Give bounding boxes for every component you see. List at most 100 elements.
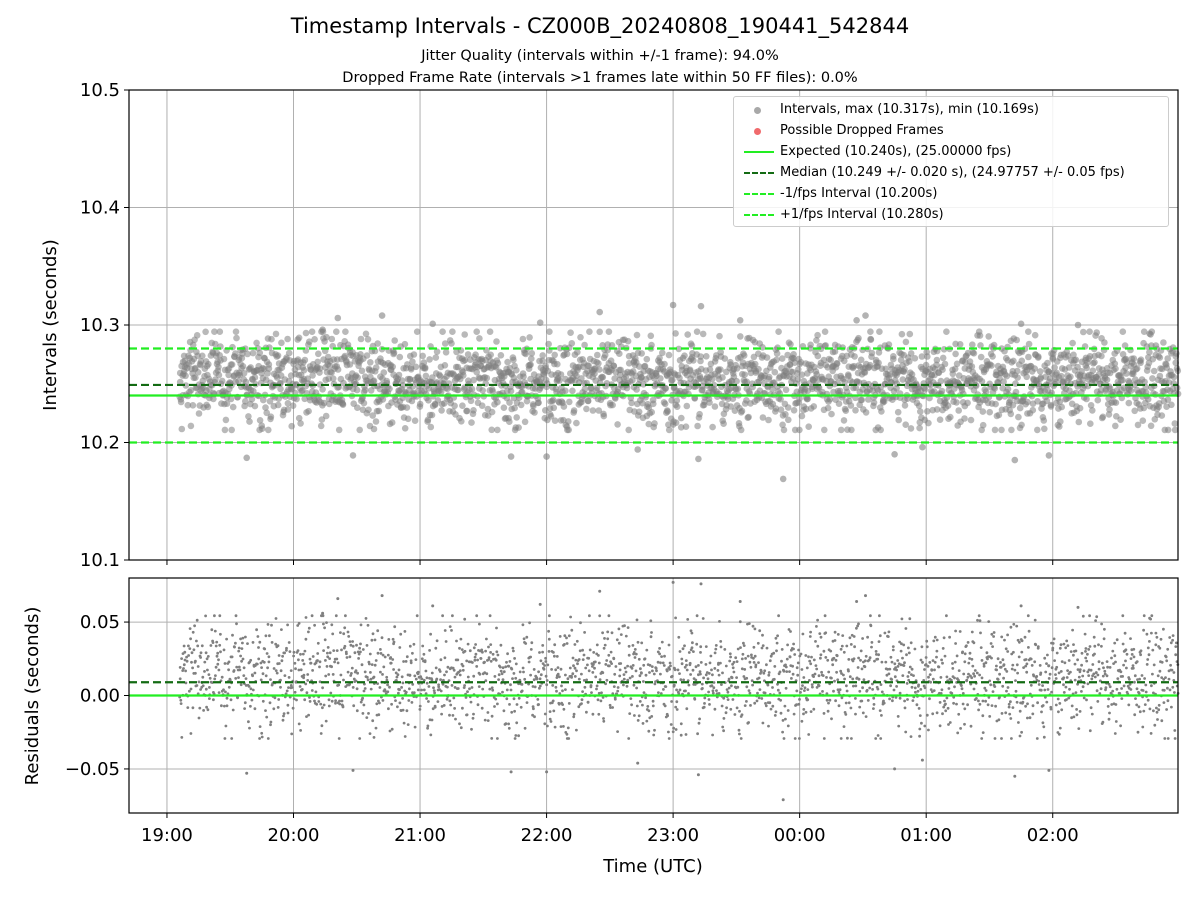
residual-point <box>441 614 444 618</box>
residual-point <box>637 714 641 718</box>
residual-point <box>450 629 453 632</box>
residual-point <box>438 670 442 673</box>
residual-point <box>746 654 750 658</box>
residual-point <box>180 657 184 660</box>
residual-point <box>901 656 904 660</box>
interval-point <box>274 401 282 409</box>
residual-point <box>592 663 595 666</box>
residual-point <box>392 668 395 671</box>
residual-point <box>292 697 296 701</box>
residual-point <box>742 675 746 678</box>
residual-point <box>396 705 399 709</box>
residual-point <box>598 614 602 618</box>
interval-point <box>220 355 228 363</box>
residual-point <box>827 701 830 705</box>
residual-point <box>825 698 829 702</box>
residual-point <box>306 673 310 676</box>
residual-point <box>697 664 700 667</box>
residual-point <box>907 678 911 682</box>
interval-point <box>709 375 716 383</box>
interval-point <box>790 351 797 358</box>
residual-point <box>288 650 292 653</box>
residual-point <box>626 626 630 629</box>
residual-point <box>391 658 395 661</box>
residual-point <box>967 661 971 665</box>
residual-point <box>978 702 982 706</box>
residual-point <box>1093 644 1097 648</box>
residual-point <box>651 704 655 708</box>
residual-point <box>601 696 605 699</box>
residual-point <box>928 661 932 664</box>
residual-point <box>399 632 403 636</box>
residual-point <box>966 703 969 707</box>
residual-point <box>293 661 297 665</box>
residual-point <box>841 634 845 637</box>
residual-point <box>338 702 342 706</box>
residual-point <box>199 656 203 659</box>
residual-point <box>660 655 663 658</box>
interval-point <box>1083 364 1090 372</box>
residual-point <box>232 669 236 672</box>
residual-point <box>493 705 496 708</box>
residual-point <box>968 651 972 655</box>
residual-point <box>1008 712 1012 716</box>
residual-point <box>801 632 805 636</box>
residual-point <box>1088 729 1092 733</box>
residual-point <box>741 652 745 656</box>
interval-point <box>549 396 557 404</box>
residual-point <box>991 645 994 648</box>
interval-point <box>828 410 835 418</box>
residual-point <box>612 657 616 661</box>
interval-point <box>216 328 224 336</box>
residual-point <box>834 658 838 662</box>
residual-point <box>443 656 447 660</box>
residual-point <box>1024 704 1027 708</box>
residual-point <box>925 645 929 649</box>
interval-point <box>763 354 771 361</box>
interval-point <box>741 371 748 379</box>
residual-point <box>727 686 731 690</box>
residual-point <box>919 688 923 691</box>
residual-point <box>1047 664 1051 668</box>
interval-point <box>706 366 714 373</box>
residual-point <box>533 715 536 719</box>
residual-point <box>403 735 407 738</box>
residual-point <box>664 685 668 688</box>
residual-point <box>659 672 662 676</box>
residual-point <box>205 657 209 661</box>
interval-point <box>284 406 292 413</box>
residual-point <box>490 714 494 718</box>
residual-point <box>586 663 589 667</box>
interval-point <box>681 352 688 360</box>
residual-point <box>702 705 706 709</box>
residual-point <box>408 674 412 677</box>
residual-point <box>717 673 721 677</box>
residual-point <box>190 660 193 664</box>
residual-point <box>501 678 505 682</box>
residual-point <box>732 670 736 674</box>
residual-point <box>397 691 400 695</box>
residual-point <box>390 727 394 731</box>
interval-point <box>205 360 212 368</box>
residual-point <box>611 692 615 696</box>
interval-point <box>790 407 798 414</box>
residual-point <box>239 637 243 641</box>
residual-point <box>802 708 806 711</box>
interval-point <box>743 378 750 386</box>
residual-point <box>868 686 872 690</box>
residual-point <box>711 733 714 737</box>
interval-point <box>333 328 340 336</box>
residual-point <box>414 677 418 681</box>
interval-point <box>902 338 910 346</box>
interval-point <box>573 419 580 427</box>
residual-point <box>633 714 636 717</box>
residual-point <box>386 690 390 694</box>
residual-point <box>719 640 723 643</box>
interval-point <box>967 416 975 424</box>
interval-point <box>262 404 269 411</box>
interval-point <box>1106 406 1113 413</box>
residual-point <box>889 655 893 659</box>
residual-point <box>993 685 997 688</box>
residual-point <box>800 687 803 691</box>
residual-point <box>747 721 750 724</box>
